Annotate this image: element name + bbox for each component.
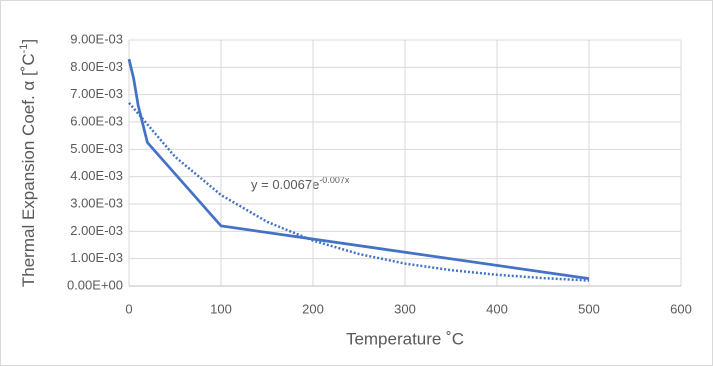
x-tick-label: 300 [394, 301, 416, 316]
x-tick-label: 200 [302, 301, 324, 316]
data-line [127, 58, 590, 280]
y-tick-label: 1.00E-03 [70, 250, 123, 265]
x-tick-label: 0 [125, 301, 132, 316]
y-tick-label: 3.00E-03 [70, 195, 123, 210]
y-tick-label: 0.00E+00 [67, 277, 123, 292]
equation-main: y = 0.0067e [251, 177, 319, 192]
y-axis-title: Thermal Expansion Coef. α [˚C-1] [18, 39, 39, 287]
x-tick-label: 600 [670, 301, 692, 316]
x-axis-title: Temperature ˚C [346, 329, 464, 348]
y-tick-label: 4.00E-03 [70, 168, 123, 183]
x-tick-label: 500 [578, 301, 600, 316]
y-tick-label: 2.00E-03 [70, 223, 123, 238]
y-tick-label: 5.00E-03 [70, 141, 123, 156]
equation-sup: -0.007x [319, 175, 350, 185]
y-axis-title-sup: -1 [18, 44, 30, 54]
trendline [128, 102, 590, 282]
y-tick-label: 6.00E-03 [70, 113, 123, 128]
y-axis-title-main: Thermal Expansion Coef. α [˚C [19, 53, 38, 287]
trendline-equation: y = 0.0067e-0.007x [251, 175, 350, 192]
y-tick-label: 8.00E-03 [70, 59, 123, 74]
x-tick-label: 400 [486, 301, 508, 316]
y-tick-label: 9.00E-03 [70, 31, 123, 46]
x-tick-label: 100 [210, 301, 232, 316]
y-tick-label: 7.00E-03 [70, 86, 123, 101]
y-axis-title-end: ] [19, 39, 38, 44]
